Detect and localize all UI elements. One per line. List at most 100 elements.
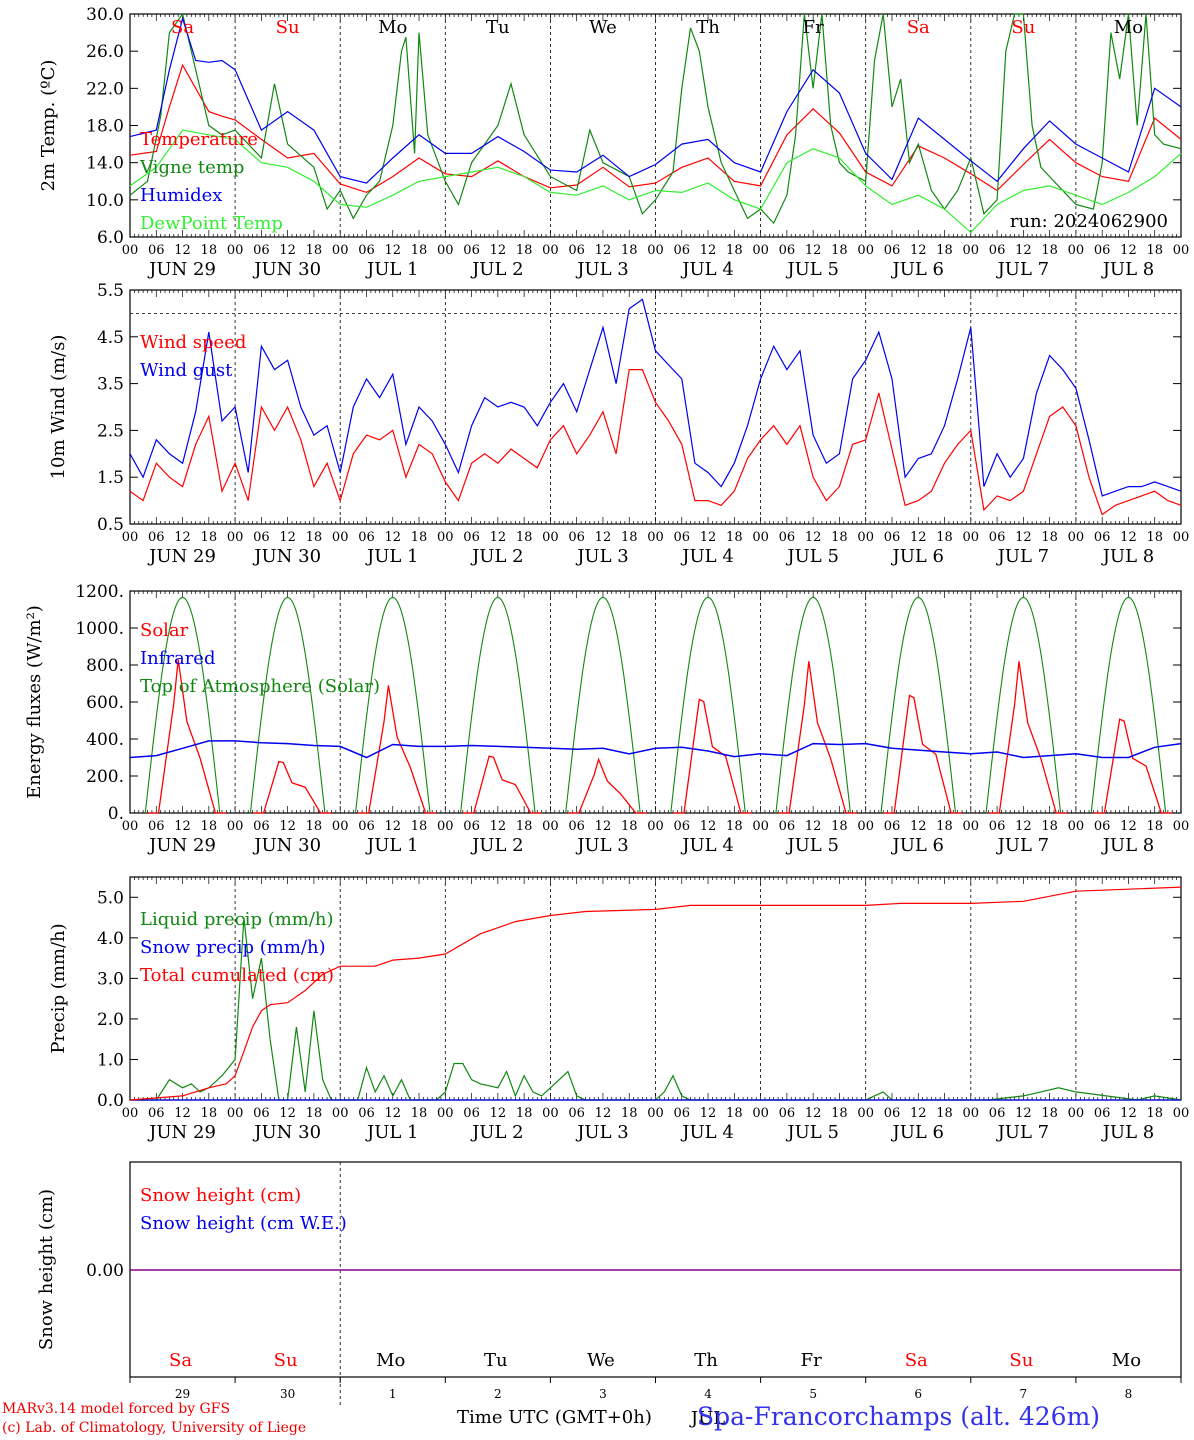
temp-xtick-label: 00 [647, 243, 664, 258]
precip-xtick-label: 00 [227, 1106, 244, 1121]
temp-weekday-8: Su [1011, 17, 1035, 38]
energy-day-label: JUL 8 [1101, 835, 1155, 856]
x-axis-title: Time UTC (GMT+0h) [457, 1407, 652, 1428]
temp-xtick-label: 00 [122, 243, 139, 258]
temp-xtick-label: 00 [227, 243, 244, 258]
energy-toa-day-1 [249, 596, 326, 814]
temp-xtick-label: 00 [752, 243, 769, 258]
temp-day-label: JUL 2 [470, 259, 524, 280]
energy-xtick-label: 00 [542, 819, 559, 834]
temp-xtick-label: 18 [1041, 243, 1058, 258]
energy-ytick-label: 800. [86, 656, 124, 676]
energy-xtick-label: 06 [463, 819, 480, 834]
wind-xtick-label: 12 [700, 530, 717, 545]
wind-day-label: JUN 29 [147, 546, 216, 567]
precip-day-label: JUL 2 [470, 1122, 524, 1143]
energy-xtick-label: 18 [621, 819, 638, 834]
energy-xtick-label: 18 [411, 819, 428, 834]
wind-xtick-label: 06 [989, 530, 1006, 545]
energy-xtick-label: 12 [910, 819, 927, 834]
temp-xtick-label: 12 [1015, 243, 1032, 258]
temp-weekday-9: Mo [1114, 17, 1143, 38]
energy-xtick-label: 06 [674, 819, 691, 834]
energy-legend-2: Top of Atmosphere (Solar) [140, 676, 380, 697]
snow-weekday-8: Su [1009, 1350, 1033, 1371]
temp-ytick-label: 18.0 [86, 117, 124, 137]
energy-xtick-label: 00 [963, 819, 980, 834]
precip-xtick-label: 00 [542, 1106, 559, 1121]
wind-ytick-label: 0.5 [97, 515, 124, 535]
energy-toa-day-9 [1090, 596, 1167, 814]
wind-day-label: JUL 8 [1101, 546, 1155, 567]
energy-xtick-label: 18 [306, 819, 323, 834]
precip-xtick-label: 18 [1146, 1106, 1163, 1121]
energy-toa-day-6 [775, 596, 851, 814]
precip-xtick-label: 12 [1015, 1106, 1032, 1121]
temp-xtick-label: 06 [674, 243, 691, 258]
wind-xtick-label: 06 [884, 530, 901, 545]
energy-ytick-label: 600. [86, 693, 124, 713]
precip-xtick-label: 18 [936, 1106, 953, 1121]
precip-xtick-label: 00 [332, 1106, 349, 1121]
energy-toa-day-2 [354, 596, 431, 814]
energy-day-label: JUL 1 [365, 835, 419, 856]
precip-legend-2: Total cumulated (cm) [140, 965, 334, 986]
energy-ytick-label: 0. [108, 804, 124, 824]
wind-xtick-label: 06 [779, 530, 796, 545]
precip-ylabel: Precip (mm/h) [48, 923, 69, 1053]
precip-xtick-label: 12 [595, 1106, 612, 1121]
temp-xtick-label: 00 [1173, 243, 1190, 258]
temp-xtick-label: 00 [963, 243, 980, 258]
temp-xtick-label: 06 [463, 243, 480, 258]
wind-xtick-label: 12 [279, 530, 296, 545]
snow-weekday-6: Fr [801, 1350, 822, 1371]
precip-xtick-label: 06 [674, 1106, 691, 1121]
precip-day-label: JUL 8 [1101, 1122, 1155, 1143]
temp-ytick-label: 30.0 [86, 5, 124, 25]
temp-xtick-label: 18 [411, 243, 428, 258]
precip-day-label: JUL 1 [365, 1122, 419, 1143]
precip-xtick-label: 12 [700, 1106, 717, 1121]
precip-xtick-label: 18 [831, 1106, 848, 1121]
snow-day-number-1: 30 [280, 1387, 295, 1401]
wind-xtick-label: 18 [621, 530, 638, 545]
energy-solar-day-7 [883, 694, 963, 814]
precip-xtick-label: 12 [490, 1106, 507, 1121]
energy-xtick-label: 12 [490, 819, 507, 834]
snow-weekday-1: Su [274, 1350, 298, 1371]
wind-xtick-label: 12 [910, 530, 927, 545]
wind-xtick-label: 00 [542, 530, 559, 545]
precip-xtick-label: 18 [411, 1106, 428, 1121]
energy-toa-day-7 [880, 596, 957, 814]
wind-ylabel: 10m Wind (m/s) [48, 335, 69, 480]
temp-ylabel: 2m Temp. (ºC) [38, 60, 59, 192]
wind-xtick-label: 12 [1015, 530, 1032, 545]
temp-legend-1: Vigne temp [139, 157, 244, 178]
wind-xtick-label: 18 [1146, 530, 1163, 545]
temp-xtick-label: 12 [490, 243, 507, 258]
wind-day-label: JUL 2 [470, 546, 524, 567]
temp-xtick-label: 00 [437, 243, 454, 258]
temp-frame [129, 13, 1182, 238]
temp-xtick-label: 00 [332, 243, 349, 258]
energy-toa-day-8 [985, 596, 1062, 814]
temp-xtick-label: 06 [568, 243, 585, 258]
snow-day-number-5: 4 [704, 1387, 712, 1401]
precip-ytick-label: 3.0 [97, 969, 124, 989]
wind-legend-1: Wind gust [140, 360, 233, 381]
precip-xtick-label: 12 [805, 1106, 822, 1121]
energy-day-label: JUL 7 [996, 835, 1050, 856]
temp-day-label: JUL 7 [996, 259, 1050, 280]
precip-xtick-label: 06 [358, 1106, 375, 1121]
energy-xtick-label: 00 [1068, 819, 1085, 834]
temp-xtick-label: 00 [542, 243, 559, 258]
energy-xtick-label: 06 [358, 819, 375, 834]
wind-xtick-label: 12 [174, 530, 191, 545]
energy-day-label: JUN 29 [147, 835, 216, 856]
temp-ytick-label: 10.0 [86, 191, 124, 211]
wind-day-label: JUN 30 [252, 546, 321, 567]
temp-xtick-label: 18 [306, 243, 323, 258]
precip-day-label: JUN 30 [252, 1122, 321, 1143]
snow-weekday-5: Th [694, 1350, 718, 1371]
snow-day-number-8: 7 [1020, 1387, 1028, 1401]
